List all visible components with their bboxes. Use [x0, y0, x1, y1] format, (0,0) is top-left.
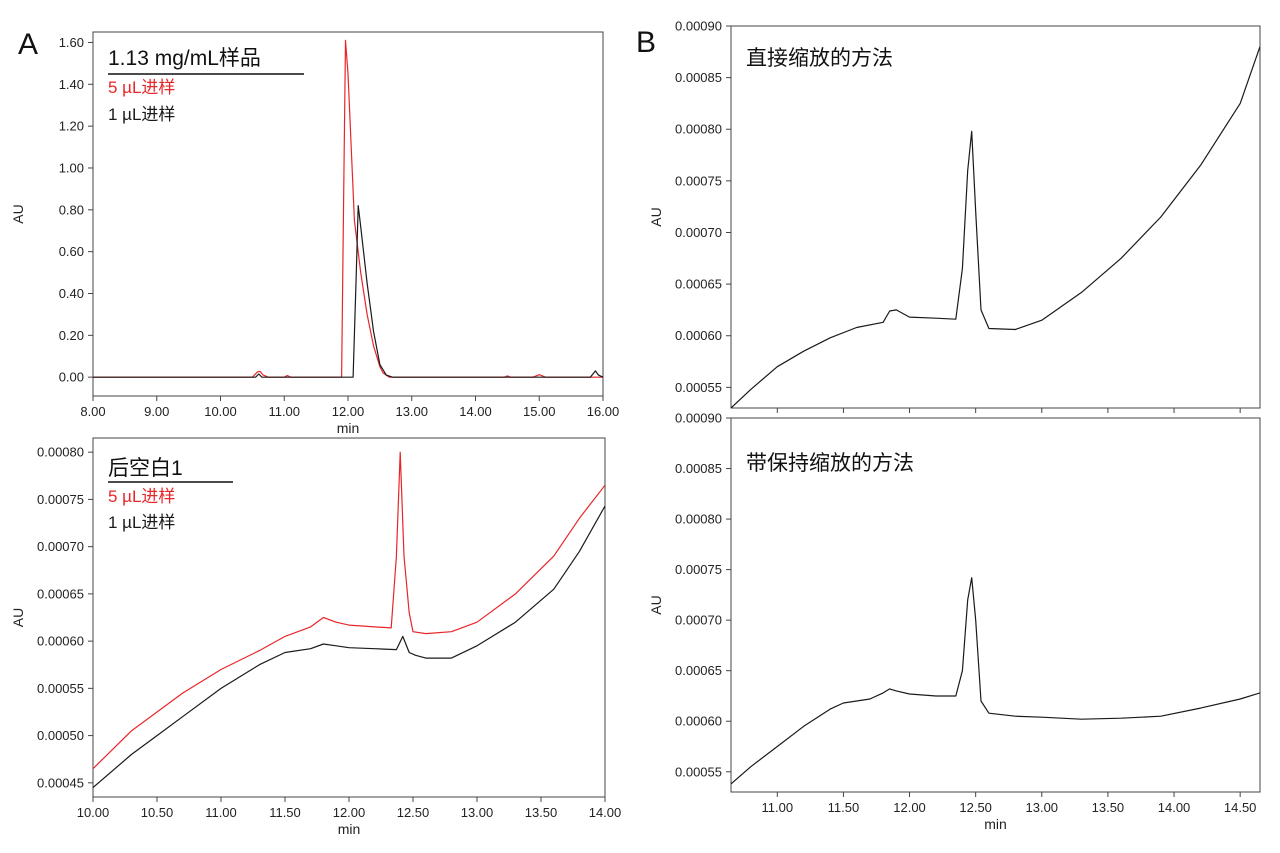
chart-a2: 0.00045 0.00050 0.00055 0.00060 0.00065 0.000…	[10, 437, 622, 837]
x-axis-label: min	[338, 821, 361, 837]
x-axis-label: min	[337, 420, 360, 436]
y-tick-label: 0.00065	[675, 277, 722, 292]
y-tick-label: 0.00065	[675, 663, 722, 678]
y-tick-label: 0.00075	[37, 492, 84, 507]
y-tick-label: 0.60	[59, 244, 84, 259]
x-tick-label: 12.50	[959, 800, 992, 815]
series-line	[731, 46, 1260, 408]
x-tick-label: 10.50	[141, 805, 174, 820]
y-tick-label: 0.00060	[675, 714, 722, 729]
x-tick-label: 12.00	[333, 805, 366, 820]
x-axis-label: min	[984, 816, 1007, 832]
y-tick-label: 0.40	[59, 286, 84, 301]
y-tick-label: 0.00070	[675, 613, 722, 628]
y-tick-label: 0.20	[59, 328, 84, 343]
y-tick-label: 0.00080	[675, 512, 722, 527]
x-tick-label: 8.00	[80, 404, 105, 419]
x-tick-label: 13.00	[461, 805, 494, 820]
x-tick-label: 13.00	[1026, 800, 1059, 815]
legend-entry: 1 µL进样	[108, 513, 175, 532]
y-tick-label: 1.00	[59, 160, 84, 175]
y-tick-label: 0.00080	[37, 445, 84, 460]
y-tick-label: 1.60	[59, 35, 84, 50]
y-axis-label: AU	[648, 207, 664, 226]
plot-frame	[730, 417, 1261, 793]
chart-title: 带保持缩放的方法	[746, 452, 914, 475]
plot-frame	[730, 25, 1261, 409]
series-line	[93, 451, 605, 770]
panel-label-a: A	[18, 28, 38, 61]
x-tick-label: 13.50	[525, 805, 558, 820]
y-tick-label: 0.00	[59, 370, 84, 385]
y-tick-label: 0.00075	[675, 173, 722, 188]
y-tick-label: 1.20	[59, 119, 84, 134]
x-tick-label: 14.00	[1158, 800, 1191, 815]
x-tick-label: 9.00	[144, 404, 169, 419]
x-tick-label: 12.50	[397, 805, 430, 820]
chart-b1: 0.00055 0.00060 0.00065 0.00070 0.00075 0.000…	[648, 19, 1261, 413]
chart-title: 后空白1	[108, 457, 183, 480]
y-axis-label: AU	[10, 204, 26, 223]
y-tick-label: 0.00070	[37, 539, 84, 554]
y-tick-label: 1.40	[59, 77, 84, 92]
y-tick-label: 0.00045	[37, 775, 84, 790]
x-tick-label: 16.00	[587, 404, 620, 419]
y-axis-label: AU	[648, 595, 664, 614]
y-tick-label: 0.00050	[37, 728, 84, 743]
x-tick-label: 13.50	[1092, 800, 1125, 815]
y-tick-label: 0.00055	[675, 380, 722, 395]
x-tick-label: 14.00	[459, 404, 492, 419]
y-tick-label: 0.00070	[675, 225, 722, 240]
x-tick-label: 11.00	[205, 805, 237, 820]
legend-entry: 5 µL进样	[108, 487, 175, 506]
x-tick-label: 14.50	[1224, 800, 1257, 815]
x-tick-label: 15.00	[523, 404, 556, 419]
x-tick-label: 11.00	[761, 800, 793, 815]
series-line	[731, 577, 1260, 785]
chart-a1: 0.00 0.20 0.40 0.60 0.80 1.00 1.20 1.40 1.60 8.00…	[10, 31, 620, 436]
y-tick-label: 0.80	[59, 202, 84, 217]
x-tick-label: 11.50	[269, 805, 301, 820]
chart-b2: 0.00055 0.00060 0.00065 0.00070 0.00075 0.000…	[648, 411, 1261, 832]
x-tick-label: 12.00	[332, 404, 365, 419]
y-tick-label: 0.00060	[37, 634, 84, 649]
y-tick-label: 0.00055	[675, 764, 722, 779]
y-tick-label: 0.00085	[675, 70, 722, 85]
y-tick-label: 0.00080	[675, 122, 722, 137]
series-line	[93, 39, 603, 378]
series-line	[93, 505, 605, 789]
x-tick-label: 13.00	[395, 404, 428, 419]
panel-label-b: B	[636, 26, 656, 59]
legend-entry: 1 µL进样	[108, 105, 175, 124]
chart-title: 1.13 mg/mL样品	[108, 47, 261, 70]
series-line	[93, 205, 603, 378]
y-tick-label: 0.00075	[675, 562, 722, 577]
x-tick-label: 10.00	[204, 404, 237, 419]
y-tick-label: 0.00065	[37, 586, 84, 601]
x-tick-label: 11.00	[268, 404, 300, 419]
x-tick-label: 11.50	[828, 800, 860, 815]
x-tick-label: 14.00	[589, 805, 622, 820]
legend-entry: 5 µL进样	[108, 78, 175, 97]
y-tick-label: 0.00090	[675, 19, 722, 34]
chart-title: 直接缩放的方法	[746, 47, 893, 70]
y-tick-label: 0.00060	[675, 328, 722, 343]
y-tick-label: 0.00090	[675, 411, 722, 426]
x-tick-label: 12.00	[893, 800, 926, 815]
y-axis-label: AU	[10, 608, 26, 627]
y-tick-label: 0.00085	[675, 461, 722, 476]
y-tick-label: 0.00055	[37, 681, 84, 696]
x-tick-label: 10.00	[77, 805, 110, 820]
